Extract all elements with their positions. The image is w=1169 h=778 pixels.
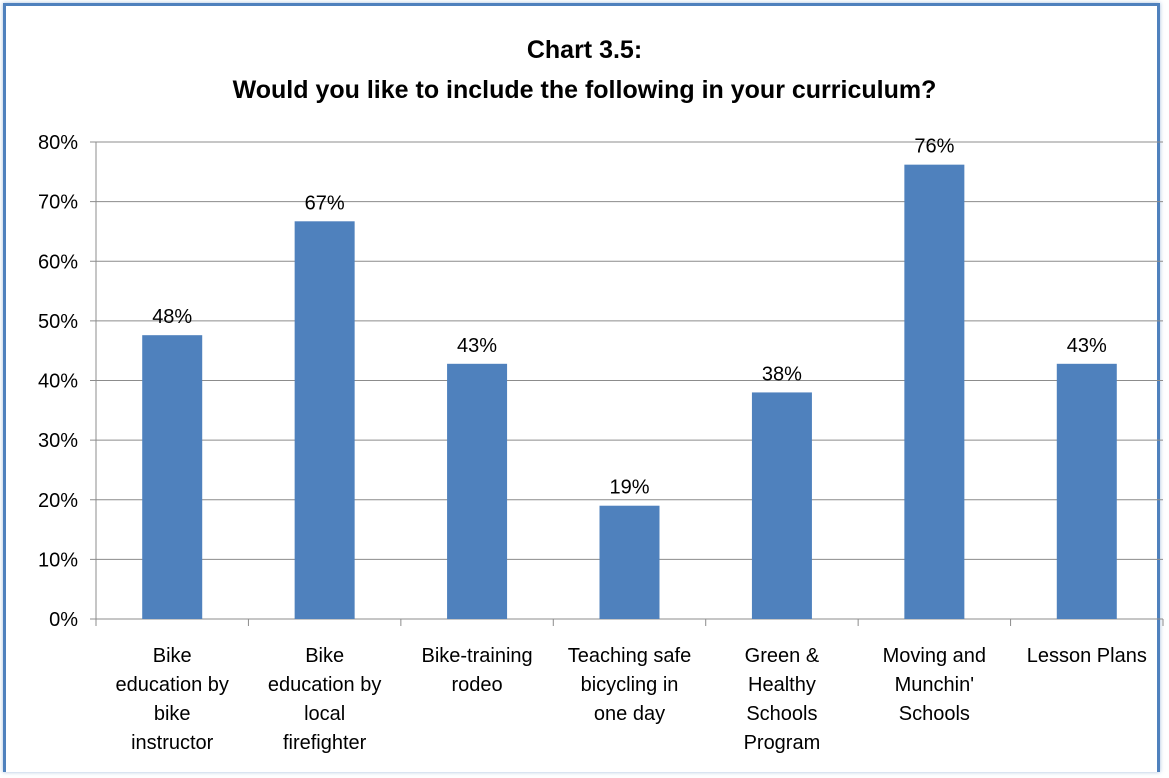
x-category-label: one day: [594, 703, 665, 725]
data-label: 19%: [609, 477, 649, 499]
x-category-label: Lesson Plans: [1027, 645, 1147, 667]
x-category-label: Munchin': [895, 674, 974, 696]
bar: [142, 335, 203, 619]
y-tick-label: 40%: [38, 371, 78, 393]
data-label: 67%: [305, 192, 345, 214]
x-category-label: Healthy: [748, 674, 816, 696]
data-label: 48%: [152, 306, 192, 328]
bar: [904, 164, 965, 619]
x-category-label: rodeo: [451, 674, 502, 696]
y-tick-label: 60%: [38, 251, 78, 273]
y-tick-label: 80%: [38, 132, 78, 154]
x-category-label: Program: [744, 732, 821, 754]
y-tick-label: 70%: [38, 192, 78, 214]
x-category-label: bike: [154, 703, 191, 725]
x-category-label: instructor: [131, 732, 214, 754]
bar: [751, 392, 812, 619]
x-category-label: Bike: [153, 645, 192, 667]
y-tick-label: 0%: [49, 609, 78, 631]
x-category-label: education by: [268, 674, 381, 696]
x-category-label: local: [304, 703, 345, 725]
x-category-label: education by: [116, 674, 229, 696]
x-category-label: Moving and: [883, 645, 986, 667]
x-category-label: Schools: [746, 703, 817, 725]
y-tick-label: 50%: [38, 311, 78, 333]
x-category-label: bicycling in: [581, 674, 679, 696]
chart-title: Chart 3.5:: [526, 36, 643, 64]
bar: [294, 221, 355, 619]
bar: [599, 505, 660, 619]
x-category-label: Green &: [745, 645, 820, 667]
bar: [447, 363, 508, 619]
x-category-label: Schools: [899, 703, 970, 725]
chart-subtitle: Would you like to include the following …: [232, 76, 937, 104]
y-tick-label: 30%: [38, 430, 78, 452]
x-category-label: firefighter: [283, 732, 367, 754]
data-label: 43%: [457, 335, 497, 357]
bar: [1056, 363, 1117, 619]
data-label: 43%: [1067, 335, 1107, 357]
y-tick-label: 10%: [38, 549, 78, 571]
y-tick-label: 20%: [38, 490, 78, 512]
x-category-label: Bike-training: [421, 645, 532, 667]
x-category-label: Teaching safe: [568, 645, 691, 667]
data-label: 38%: [762, 363, 802, 385]
data-label: 76%: [914, 136, 954, 158]
x-category-label: Bike: [305, 645, 344, 667]
